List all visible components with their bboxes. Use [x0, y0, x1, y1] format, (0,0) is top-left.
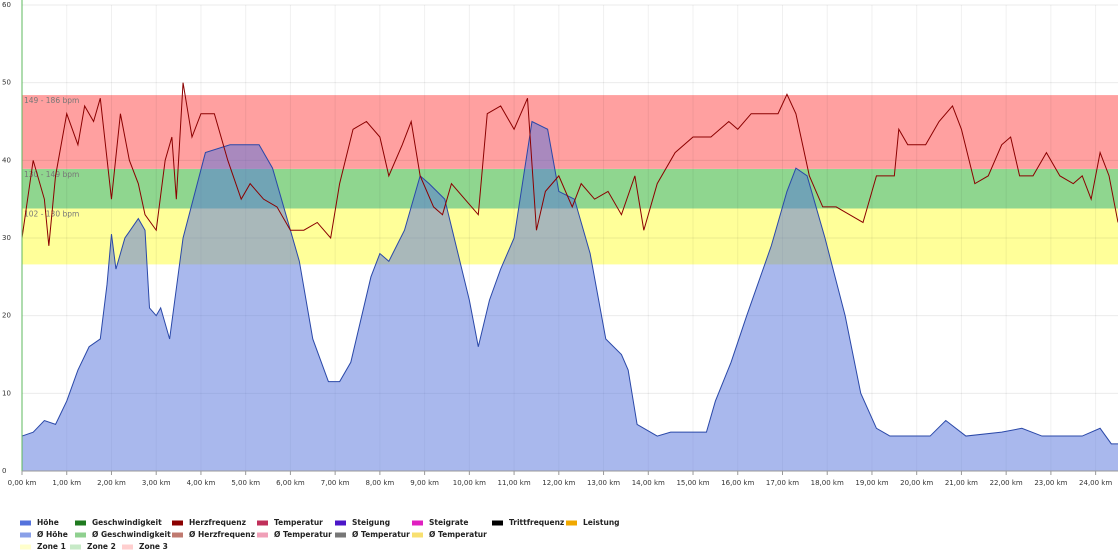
zone-label: 130 - 149 bpm [24, 170, 79, 179]
legend-swatch [75, 520, 86, 526]
x-tick-label: 14,00 km [632, 479, 665, 487]
x-tick-label: 13,00 km [587, 479, 620, 487]
x-tick-label: 16,00 km [721, 479, 754, 487]
legend-label: Ø Geschwindigkeit [92, 530, 171, 539]
x-tick-label: 23,00 km [1034, 479, 1067, 487]
x-tick-label: 17,00 km [766, 479, 799, 487]
x-tick-label: 11,00 km [498, 479, 531, 487]
y-tick-label: 0 [2, 467, 6, 475]
y-tick-label: 60 [2, 1, 11, 9]
legend-label: Ø Temperatur [429, 530, 487, 539]
legend-label: Zone 3 [139, 542, 168, 551]
heart-rate-line [21, 82, 1118, 246]
legend-swatch [335, 520, 346, 526]
legend-swatch [412, 532, 423, 538]
legend-swatch [257, 520, 268, 526]
legend-label: Ø Temperatur [352, 530, 410, 539]
legend-swatch [20, 520, 31, 526]
x-tick-label: 6,00 km [276, 479, 305, 487]
legend-swatch [566, 520, 577, 526]
legend-label: Ø Höhe [37, 530, 68, 539]
y-tick-label: 50 [2, 79, 11, 87]
legend-label: Höhe [37, 518, 59, 527]
x-tick-label: 9,00 km [410, 479, 439, 487]
legend-swatch [20, 532, 31, 538]
legend-label: Temperatur [274, 518, 323, 527]
legend-swatch [492, 520, 503, 526]
zone-band [22, 95, 1118, 169]
y-tick-label: 20 [2, 312, 11, 320]
legend-label: Geschwindigkeit [92, 518, 162, 527]
legend-swatch [172, 532, 183, 538]
legend-swatch [257, 532, 268, 538]
legend-label: Ø Temperatur [274, 530, 332, 539]
x-tick-label: 2,00 km [97, 479, 126, 487]
legend-swatch [172, 520, 183, 526]
legend-swatch [75, 532, 86, 538]
x-tick-label: 19,00 km [855, 479, 888, 487]
legend-label: Steigrate [429, 518, 468, 527]
x-tick-label: 10,00 km [453, 479, 486, 487]
legend-label: Trittfrequenz [509, 518, 564, 527]
legend-swatch [335, 532, 346, 538]
x-tick-label: 8,00 km [366, 479, 395, 487]
x-tick-label: 3,00 km [142, 479, 171, 487]
x-tick-label: 15,00 km [676, 479, 709, 487]
x-tick-label: 21,00 km [945, 479, 978, 487]
x-tick-label: 20,00 km [900, 479, 933, 487]
x-tick-label: 12,00 km [542, 479, 575, 487]
x-tick-label: 5,00 km [231, 479, 260, 487]
legend-label: Leistung [583, 518, 620, 527]
x-tick-label: 22,00 km [990, 479, 1023, 487]
legend-label: Steigung [352, 518, 390, 527]
legend-label: Zone 2 [87, 542, 116, 551]
legend-label: Ø Herzfrequenz [189, 530, 255, 539]
x-tick-label: 1,00 km [52, 479, 81, 487]
x-tick-label: 4,00 km [187, 479, 216, 487]
legend-swatch [70, 544, 81, 550]
x-tick-label: 7,00 km [321, 479, 350, 487]
legend-swatch [122, 544, 133, 550]
y-tick-label: 40 [2, 156, 11, 164]
x-tick-label: 18,00 km [811, 479, 844, 487]
legend-label: Zone 1 [37, 542, 66, 551]
elevation-area [22, 121, 1118, 471]
x-tick-label: 0,00 km [8, 479, 37, 487]
legend-label: Herzfrequenz [189, 518, 246, 527]
y-tick-label: 10 [2, 389, 11, 397]
legend-swatch [412, 520, 423, 526]
x-tick-label: 24,00 km [1079, 479, 1112, 487]
legend-swatch [20, 544, 31, 550]
y-tick-label: 30 [2, 234, 11, 242]
elevation-line [21, 120, 1118, 445]
zone-label: 149 - 186 bpm [24, 96, 79, 105]
